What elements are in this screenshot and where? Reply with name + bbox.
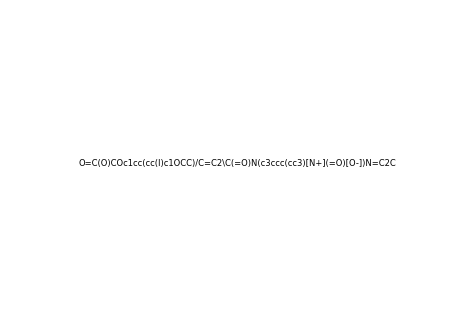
Text: O=C(O)COc1cc(cc(I)c1OCC)/C=C2\C(=O)N(c3ccc(cc3)[N+](=O)[O-])N=C2C: O=C(O)COc1cc(cc(I)c1OCC)/C=C2\C(=O)N(c3c… (78, 159, 396, 168)
